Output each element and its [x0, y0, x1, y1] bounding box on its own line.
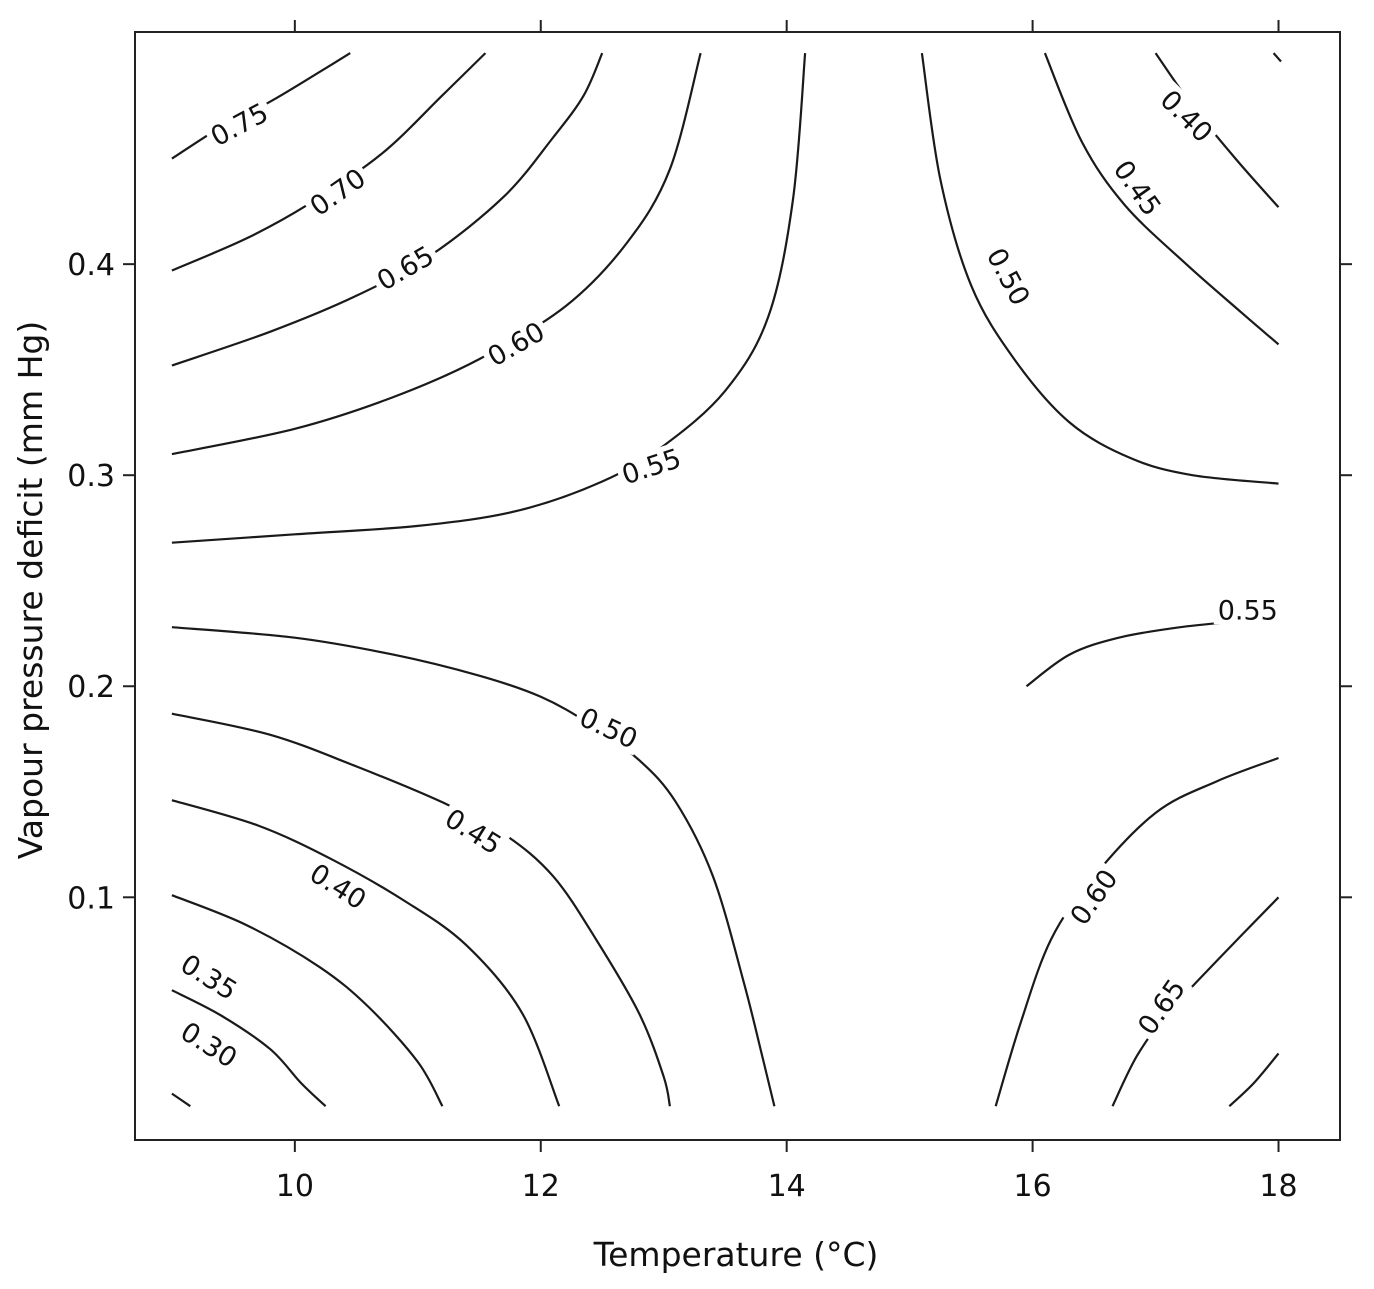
contour-label-background [301, 855, 376, 917]
contour-line [1043, 52, 1280, 346]
contour-line [171, 1092, 191, 1108]
contour-line [171, 52, 487, 272]
x-tick-label: 14 [768, 1169, 806, 1204]
contour-line [171, 799, 561, 1107]
contour-line [1111, 896, 1280, 1107]
plot-area: 0.750.700.650.600.550.550.500.500.450.45… [134, 31, 1341, 1141]
contour-line [1272, 52, 1282, 63]
y-tick-label: 0.2 [67, 670, 115, 705]
contour-line [171, 989, 327, 1108]
contour-line [171, 52, 604, 367]
contour-label-background [368, 237, 442, 298]
contour-label-background [478, 313, 553, 374]
contour-line [171, 52, 351, 160]
y-axis-label: Vapour pressure deficit (mm Hg) [11, 321, 50, 859]
contour-line [920, 52, 1279, 485]
contour-label-background [979, 239, 1039, 314]
contour-level-label: 0.50 [980, 243, 1036, 311]
contour-label-background [614, 441, 689, 491]
y-tick-label: 0.3 [67, 459, 115, 494]
contour-label-background [571, 699, 646, 756]
contour-line [1228, 1052, 1280, 1108]
contour-label-background [436, 800, 511, 862]
axis-ticks: 10 12 14 16 18 0.1 0.2 0.3 0.4 [67, 20, 1352, 1204]
plot-frame [134, 31, 1341, 1141]
y-tick-label: 0.1 [67, 881, 115, 916]
contour-line [171, 626, 776, 1107]
contour-level-label: 0.55 [618, 443, 685, 491]
contour-label-background [201, 94, 277, 154]
y-tick-label: 0.4 [67, 248, 115, 283]
contour-line [171, 712, 671, 1107]
contour-line [171, 894, 444, 1107]
x-axis-label: Temperature (°C) [593, 1235, 879, 1274]
x-tick-label: 12 [522, 1169, 560, 1204]
x-tick-label: 10 [276, 1169, 314, 1204]
x-tick-label: 16 [1014, 1169, 1052, 1204]
contour-label-background [1129, 970, 1193, 1043]
contour-label-background [1213, 594, 1282, 625]
contour-level-label: 0.50 [574, 702, 642, 756]
contour-label-background [1152, 81, 1222, 151]
contour-label-background [1061, 860, 1126, 934]
contour-label-background [172, 1013, 247, 1075]
contour-level-label: 0.55 [1218, 595, 1278, 626]
contour-level-label: 0.75 [206, 98, 274, 154]
x-tick-label: 18 [1259, 1169, 1297, 1204]
contour-label-background [172, 945, 247, 1008]
contour-label-background [1106, 151, 1170, 225]
contour-label-background [300, 159, 374, 224]
